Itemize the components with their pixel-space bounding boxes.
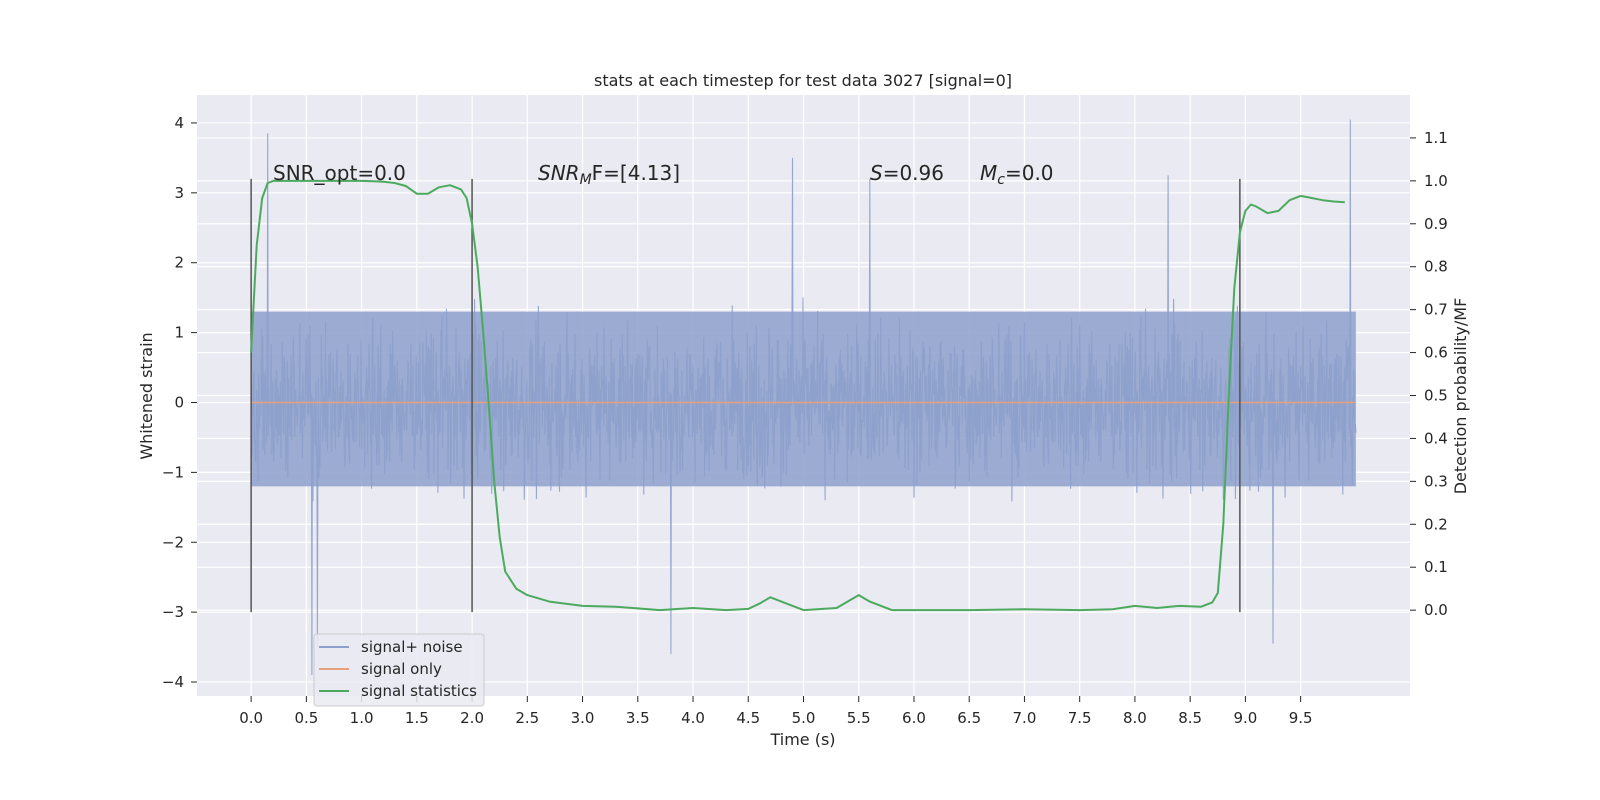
annotation-s: S=0.96 (870, 161, 944, 185)
marker-lines (250, 178, 1241, 613)
x-tick-label: 5.5 (847, 709, 871, 727)
signal-statistics-line (250, 179, 1345, 612)
x-tick-label: 0.0 (239, 709, 263, 727)
right-tick-label: 1.0 (1424, 172, 1448, 190)
annotations: SNR_opt=0.0 SNRMF=[4.13] S=0.96 Mc=0.0 (273, 161, 1054, 188)
x-tick-label: 3.0 (571, 709, 595, 727)
right-tick-label: 0.1 (1424, 558, 1448, 576)
x-tick-label: 8.5 (1178, 709, 1202, 727)
right-tick-label: 0.8 (1424, 258, 1448, 276)
x-tick-label: 3.5 (626, 709, 650, 727)
right-tick-label: 1.1 (1424, 129, 1448, 147)
x-tick-label: 5.0 (792, 709, 816, 727)
right-axis-label: Detection probability/MF (1451, 298, 1470, 495)
y-axis-label: Whitened strain (137, 332, 156, 459)
y-axis-ticks: 4 3 2 1 0 −1 −2 −3 −4 (162, 114, 197, 691)
legend-label-signal-statistics: signal statistics (361, 682, 477, 700)
right-tick-label: 0.9 (1424, 215, 1448, 233)
x-tick-label: 6.0 (902, 709, 926, 727)
right-tick-label: 0.3 (1424, 472, 1448, 490)
noise-trace (250, 119, 1357, 676)
annotation-snr-opt: SNR_opt=0.0 (273, 161, 406, 185)
x-axis-label: Time (s) (769, 730, 835, 749)
x-tick-label: 0.5 (294, 709, 318, 727)
right-axis-ticks: 1.1 1.0 0.9 0.8 0.7 0.6 0.5 0.4 0.3 0.2 0.1 0.0 (1410, 129, 1448, 619)
right-tick-label: 0.4 (1424, 429, 1448, 447)
x-tick-label: 1.0 (350, 709, 374, 727)
legend: signal+ noise signal only signal statist… (313, 633, 485, 707)
annotation-snr-mf: SNRMF=[4.13] (538, 161, 680, 188)
signal-statistics-series (250, 179, 1345, 612)
right-tick-label: 0.7 (1424, 301, 1448, 319)
y-tick-label: 0 (174, 393, 184, 411)
y-tick-label: 2 (174, 254, 184, 272)
y-tick-label: −2 (162, 533, 184, 551)
legend-label-signal-only: signal only (361, 660, 442, 678)
y-tick-label: 4 (174, 114, 184, 132)
x-tick-label: 7.0 (1013, 709, 1037, 727)
right-tick-label: 0.0 (1424, 601, 1448, 619)
x-tick-label: 1.5 (405, 709, 429, 727)
x-tick-label: 9.5 (1289, 709, 1313, 727)
x-axis-ticks: 0.0 0.5 1.0 1.5 2.0 2.5 3.0 3.5 4.0 4.5 5.0 5.5 6.0 6… (239, 696, 1313, 727)
y-tick-label: −4 (162, 673, 184, 691)
legend-box (313, 633, 485, 707)
right-tick-label: 0.2 (1424, 515, 1448, 533)
signal-noise-series (250, 119, 1357, 676)
x-tick-label: 2.5 (515, 709, 539, 727)
x-tick-label: 6.5 (957, 709, 981, 727)
x-tick-label: 7.5 (1068, 709, 1092, 727)
annotation-mc: Mc=0.0 (980, 161, 1054, 188)
y-tick-label: −1 (162, 463, 184, 481)
y-tick-label: −3 (162, 603, 184, 621)
chart-title: stats at each timestep for test data 302… (594, 71, 1012, 90)
right-tick-label: 0.6 (1424, 344, 1448, 362)
legend-label-signal-noise: signal+ noise (361, 638, 463, 656)
y-tick-label: 3 (174, 184, 184, 202)
x-tick-label: 8.0 (1123, 709, 1147, 727)
x-tick-label: 9.0 (1233, 709, 1257, 727)
right-tick-label: 0.5 (1424, 387, 1448, 405)
x-tick-label: 4.0 (681, 709, 705, 727)
x-tick-label: 4.5 (736, 709, 760, 727)
y-tick-label: 1 (174, 324, 184, 342)
x-tick-label: 2.0 (460, 709, 484, 727)
